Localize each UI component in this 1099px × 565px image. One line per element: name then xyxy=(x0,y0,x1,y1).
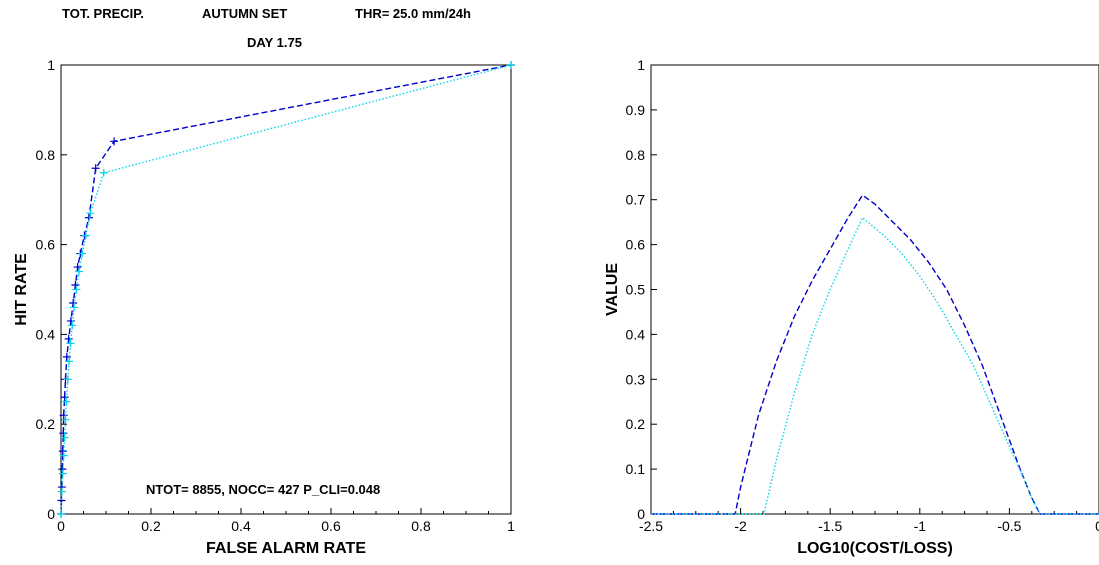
value-y-tick-label: 0.7 xyxy=(626,192,646,208)
roc-series-2-point xyxy=(63,375,72,384)
header-threshold: THR= 25.0 mm/24h xyxy=(355,6,471,21)
value-x-tick-label: -2.5 xyxy=(639,518,663,534)
roc-series-2-point xyxy=(70,303,79,312)
value-y-tick-label: 0.5 xyxy=(626,282,646,298)
roc-series-1-point xyxy=(73,263,82,272)
roc-series-2-point xyxy=(65,357,74,366)
roc-y-axis-label: HIT RATE xyxy=(13,253,30,326)
roc-series-2-point xyxy=(86,209,95,218)
value-x-tick-label: -2 xyxy=(734,518,747,534)
roc-series-2-point xyxy=(507,61,515,69)
roc-y-tick-label: 0.6 xyxy=(36,237,56,253)
value-x-tick-label: -1 xyxy=(914,518,927,534)
roc-y-tick-label: 0 xyxy=(47,506,55,522)
roc-series-2-point xyxy=(61,415,70,424)
roc-plot-frame xyxy=(60,64,512,515)
roc-x-tick-label: 0.8 xyxy=(411,518,431,534)
roc-series-2-point xyxy=(72,285,81,294)
header-set: AUTUMN SET xyxy=(202,6,287,21)
value-x-tick-label: -0.5 xyxy=(997,518,1021,534)
value-x-tick-label: -1.5 xyxy=(818,518,842,534)
roc-series-1-point xyxy=(69,298,78,307)
roc-series-1-line xyxy=(60,64,512,515)
roc-annotation: NTOT= 8855, NOCC= 427 P_CLI=0.048 xyxy=(146,482,380,497)
value-y-tick-label: 0 xyxy=(637,506,645,522)
roc-series-1-point xyxy=(110,137,119,146)
roc-series-2-point xyxy=(99,168,108,177)
roc-x-tick-label: 0.2 xyxy=(141,518,161,534)
roc-series-2-point xyxy=(57,510,65,518)
roc-y-tick-label: 0.2 xyxy=(36,416,56,432)
roc-x-tick-label: 0.6 xyxy=(321,518,341,534)
value-y-tick-label: 0.3 xyxy=(626,371,646,387)
roc-series-1-point xyxy=(62,352,71,361)
value-series-2-line xyxy=(651,216,1099,515)
roc-series-2-point xyxy=(57,487,66,496)
value-x-tick-label: 0 xyxy=(1095,518,1099,534)
header-day: DAY 1.75 xyxy=(247,35,302,50)
value-y-tick-label: 1 xyxy=(637,57,645,73)
roc-series-2-point xyxy=(78,249,87,258)
roc-series-1-point xyxy=(66,316,75,325)
roc-x-tick-label: 0 xyxy=(57,518,65,534)
value-y-tick-label: 0.9 xyxy=(626,102,646,118)
roc-series-2-point xyxy=(75,267,83,276)
roc-chart: 0 0.2 0.4 0.6 0.8 1 0 0.2 0.4 0.6 0.8 1 FALSE ALARM … xyxy=(13,57,515,557)
roc-x-axis-label: FALSE ALARM RATE xyxy=(206,540,366,557)
roc-series-1-point xyxy=(59,429,68,438)
roc-series-2-line xyxy=(60,64,512,515)
roc-series-1-point xyxy=(71,281,80,290)
value-y-tick-label: 0.1 xyxy=(626,461,646,477)
value-y-tick-label: 0.6 xyxy=(626,237,646,253)
roc-series-2-point xyxy=(66,339,75,348)
roc-series-2-point xyxy=(81,231,90,240)
value-series-1-line xyxy=(651,194,1099,515)
value-y-axis-label: VALUE xyxy=(604,263,621,316)
roc-series-2-point xyxy=(68,321,77,330)
roc-series-2-point xyxy=(60,433,69,442)
value-plot-frame xyxy=(650,64,1099,515)
roc-x-tick-label: 0.4 xyxy=(231,518,251,534)
roc-x-tick-label: 1 xyxy=(507,518,515,534)
value-chart: -2.5 -2 -1.5 -1 -0.5 0 0 0.1 0.2 0.3 0.4 0.5 0.6 0.7 0… xyxy=(604,57,1099,557)
roc-y-tick-label: 0.4 xyxy=(36,326,56,342)
header-field: TOT. PRECIP. xyxy=(62,6,144,21)
roc-series-2-point xyxy=(58,469,67,478)
roc-y-tick-label: 0.8 xyxy=(36,147,56,163)
value-y-tick-label: 0.8 xyxy=(626,147,646,163)
value-y-tick-label: 0.2 xyxy=(626,416,646,432)
value-y-tick-label: 0.4 xyxy=(626,326,646,342)
roc-series-1-point xyxy=(58,447,67,456)
value-x-axis-label: LOG10(COST/LOSS) xyxy=(797,540,953,557)
roc-series-2-point xyxy=(59,451,68,460)
roc-series-1-point xyxy=(91,164,100,173)
roc-series-2-point xyxy=(62,397,71,406)
roc-y-tick-label: 1 xyxy=(47,57,55,73)
